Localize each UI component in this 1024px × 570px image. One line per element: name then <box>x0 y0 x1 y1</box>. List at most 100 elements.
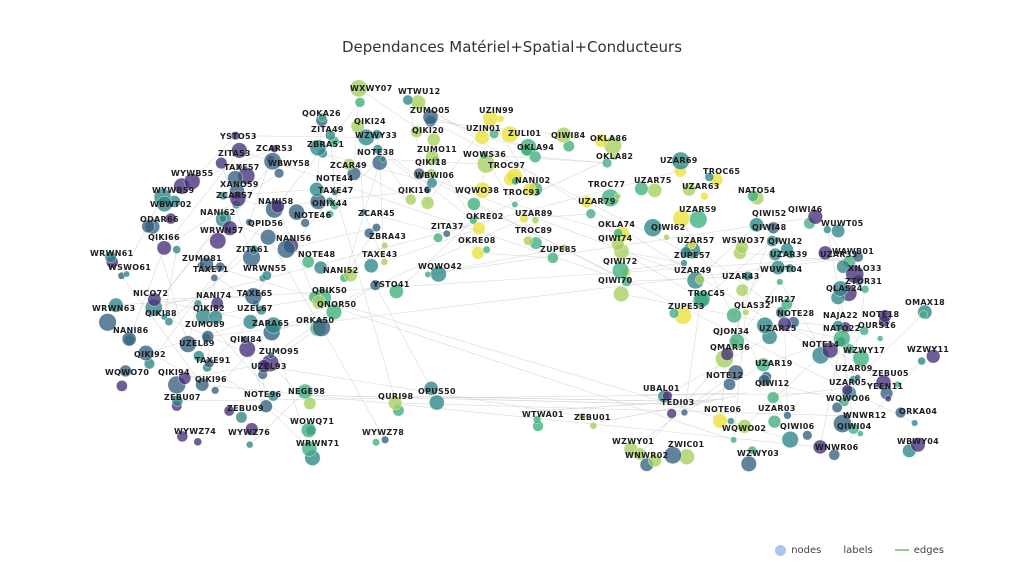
graph-node[interactable] <box>211 386 220 395</box>
graph-node[interactable] <box>156 195 173 212</box>
graph-node[interactable] <box>612 261 630 279</box>
graph-node[interactable] <box>402 94 414 106</box>
graph-node[interactable] <box>666 408 677 419</box>
graph-node[interactable] <box>818 245 833 261</box>
graph-node[interactable] <box>388 395 403 410</box>
graph-node[interactable] <box>301 255 315 269</box>
graph-node[interactable] <box>511 176 520 186</box>
graph-node[interactable] <box>195 377 210 392</box>
graph-node[interactable] <box>578 412 587 421</box>
graph-node[interactable] <box>833 330 851 348</box>
graph-node[interactable] <box>369 279 381 291</box>
graph-node[interactable] <box>193 437 202 447</box>
graph-node[interactable] <box>860 285 870 294</box>
graph-node[interactable] <box>647 183 663 198</box>
graph-node[interactable] <box>309 182 324 197</box>
graph-node[interactable] <box>878 309 892 323</box>
graph-node[interactable] <box>264 316 282 334</box>
graph-node[interactable] <box>263 152 282 171</box>
graph-node[interactable] <box>172 245 182 254</box>
graph-node[interactable] <box>271 199 285 214</box>
graph-node[interactable] <box>613 285 630 302</box>
graph-node[interactable] <box>531 216 540 225</box>
graph-node[interactable] <box>204 358 215 369</box>
graph-node[interactable] <box>664 446 682 465</box>
graph-node[interactable] <box>884 395 892 402</box>
graph-node[interactable] <box>854 374 861 381</box>
graph-node[interactable] <box>781 431 799 449</box>
graph-node[interactable] <box>523 182 537 197</box>
graph-node[interactable] <box>823 225 832 234</box>
graph-node[interactable] <box>831 224 846 238</box>
graph-node[interactable] <box>116 380 128 392</box>
graph-node[interactable] <box>156 240 172 256</box>
graph-node[interactable] <box>318 113 327 122</box>
graph-node[interactable] <box>555 127 572 144</box>
graph-node[interactable] <box>442 229 451 238</box>
graph-node[interactable] <box>277 240 296 259</box>
graph-node[interactable] <box>360 208 368 216</box>
graph-node[interactable] <box>727 364 744 381</box>
graph-node[interactable] <box>301 441 318 457</box>
graph-node[interactable] <box>467 197 481 211</box>
graph-node[interactable] <box>852 251 864 263</box>
graph-node[interactable] <box>828 449 840 461</box>
graph-node[interactable] <box>662 390 673 402</box>
graph-node[interactable] <box>812 439 828 455</box>
graph-node[interactable] <box>737 419 752 434</box>
graph-node[interactable] <box>183 173 201 190</box>
nodes-layer[interactable] <box>98 79 941 472</box>
graph-node[interactable] <box>774 236 781 244</box>
graph-node[interactable] <box>325 209 334 219</box>
graph-node[interactable] <box>210 274 219 282</box>
graph-node[interactable] <box>270 144 279 153</box>
graph-node[interactable] <box>910 437 926 453</box>
graph-node[interactable] <box>742 308 750 316</box>
graph-node[interactable] <box>259 399 273 413</box>
graph-node[interactable] <box>104 250 117 263</box>
graph-node[interactable] <box>663 234 670 241</box>
graph-node[interactable] <box>519 214 529 224</box>
legend-edges-toggle[interactable]: edges <box>894 545 944 556</box>
graph-node[interactable] <box>474 129 490 145</box>
graph-node[interactable] <box>611 237 625 251</box>
graph-node[interactable] <box>248 244 259 255</box>
graph-node[interactable] <box>859 326 869 336</box>
graph-node[interactable] <box>785 263 795 273</box>
graph-node[interactable] <box>621 276 632 287</box>
graph-node[interactable] <box>138 345 154 361</box>
graph-node[interactable] <box>171 395 184 407</box>
graph-node[interactable] <box>821 341 839 359</box>
graph-node[interactable] <box>720 347 734 361</box>
graph-node[interactable] <box>672 209 690 228</box>
graph-node[interactable] <box>919 310 928 319</box>
graph-node[interactable] <box>780 298 793 311</box>
graph-node[interactable] <box>602 158 613 169</box>
graph-node[interactable] <box>123 270 130 278</box>
graph-node[interactable] <box>209 232 227 250</box>
graph-node[interactable] <box>845 265 864 284</box>
graph-node[interactable] <box>98 313 117 332</box>
graph-node[interactable] <box>230 131 240 141</box>
graph-node[interactable] <box>633 447 647 461</box>
graph-node[interactable] <box>723 378 736 391</box>
graph-node[interactable] <box>770 260 786 275</box>
graph-node[interactable] <box>218 191 228 201</box>
graph-node[interactable] <box>735 240 749 254</box>
graph-node[interactable] <box>147 292 162 307</box>
graph-node[interactable] <box>229 190 246 207</box>
graph-node[interactable] <box>833 414 852 433</box>
graph-node[interactable] <box>215 261 226 272</box>
graph-node[interactable] <box>311 295 327 310</box>
graph-node[interactable] <box>520 144 534 157</box>
graph-node[interactable] <box>267 390 279 402</box>
graph-node[interactable] <box>108 297 124 313</box>
graph-node[interactable] <box>693 290 711 308</box>
graph-node[interactable] <box>671 151 690 170</box>
graph-node[interactable] <box>256 304 267 316</box>
graph-node[interactable] <box>201 330 215 343</box>
graph-node[interactable] <box>742 271 753 281</box>
graph-node[interactable] <box>121 331 137 347</box>
graph-node[interactable] <box>700 191 709 201</box>
graph-node[interactable] <box>363 258 379 274</box>
